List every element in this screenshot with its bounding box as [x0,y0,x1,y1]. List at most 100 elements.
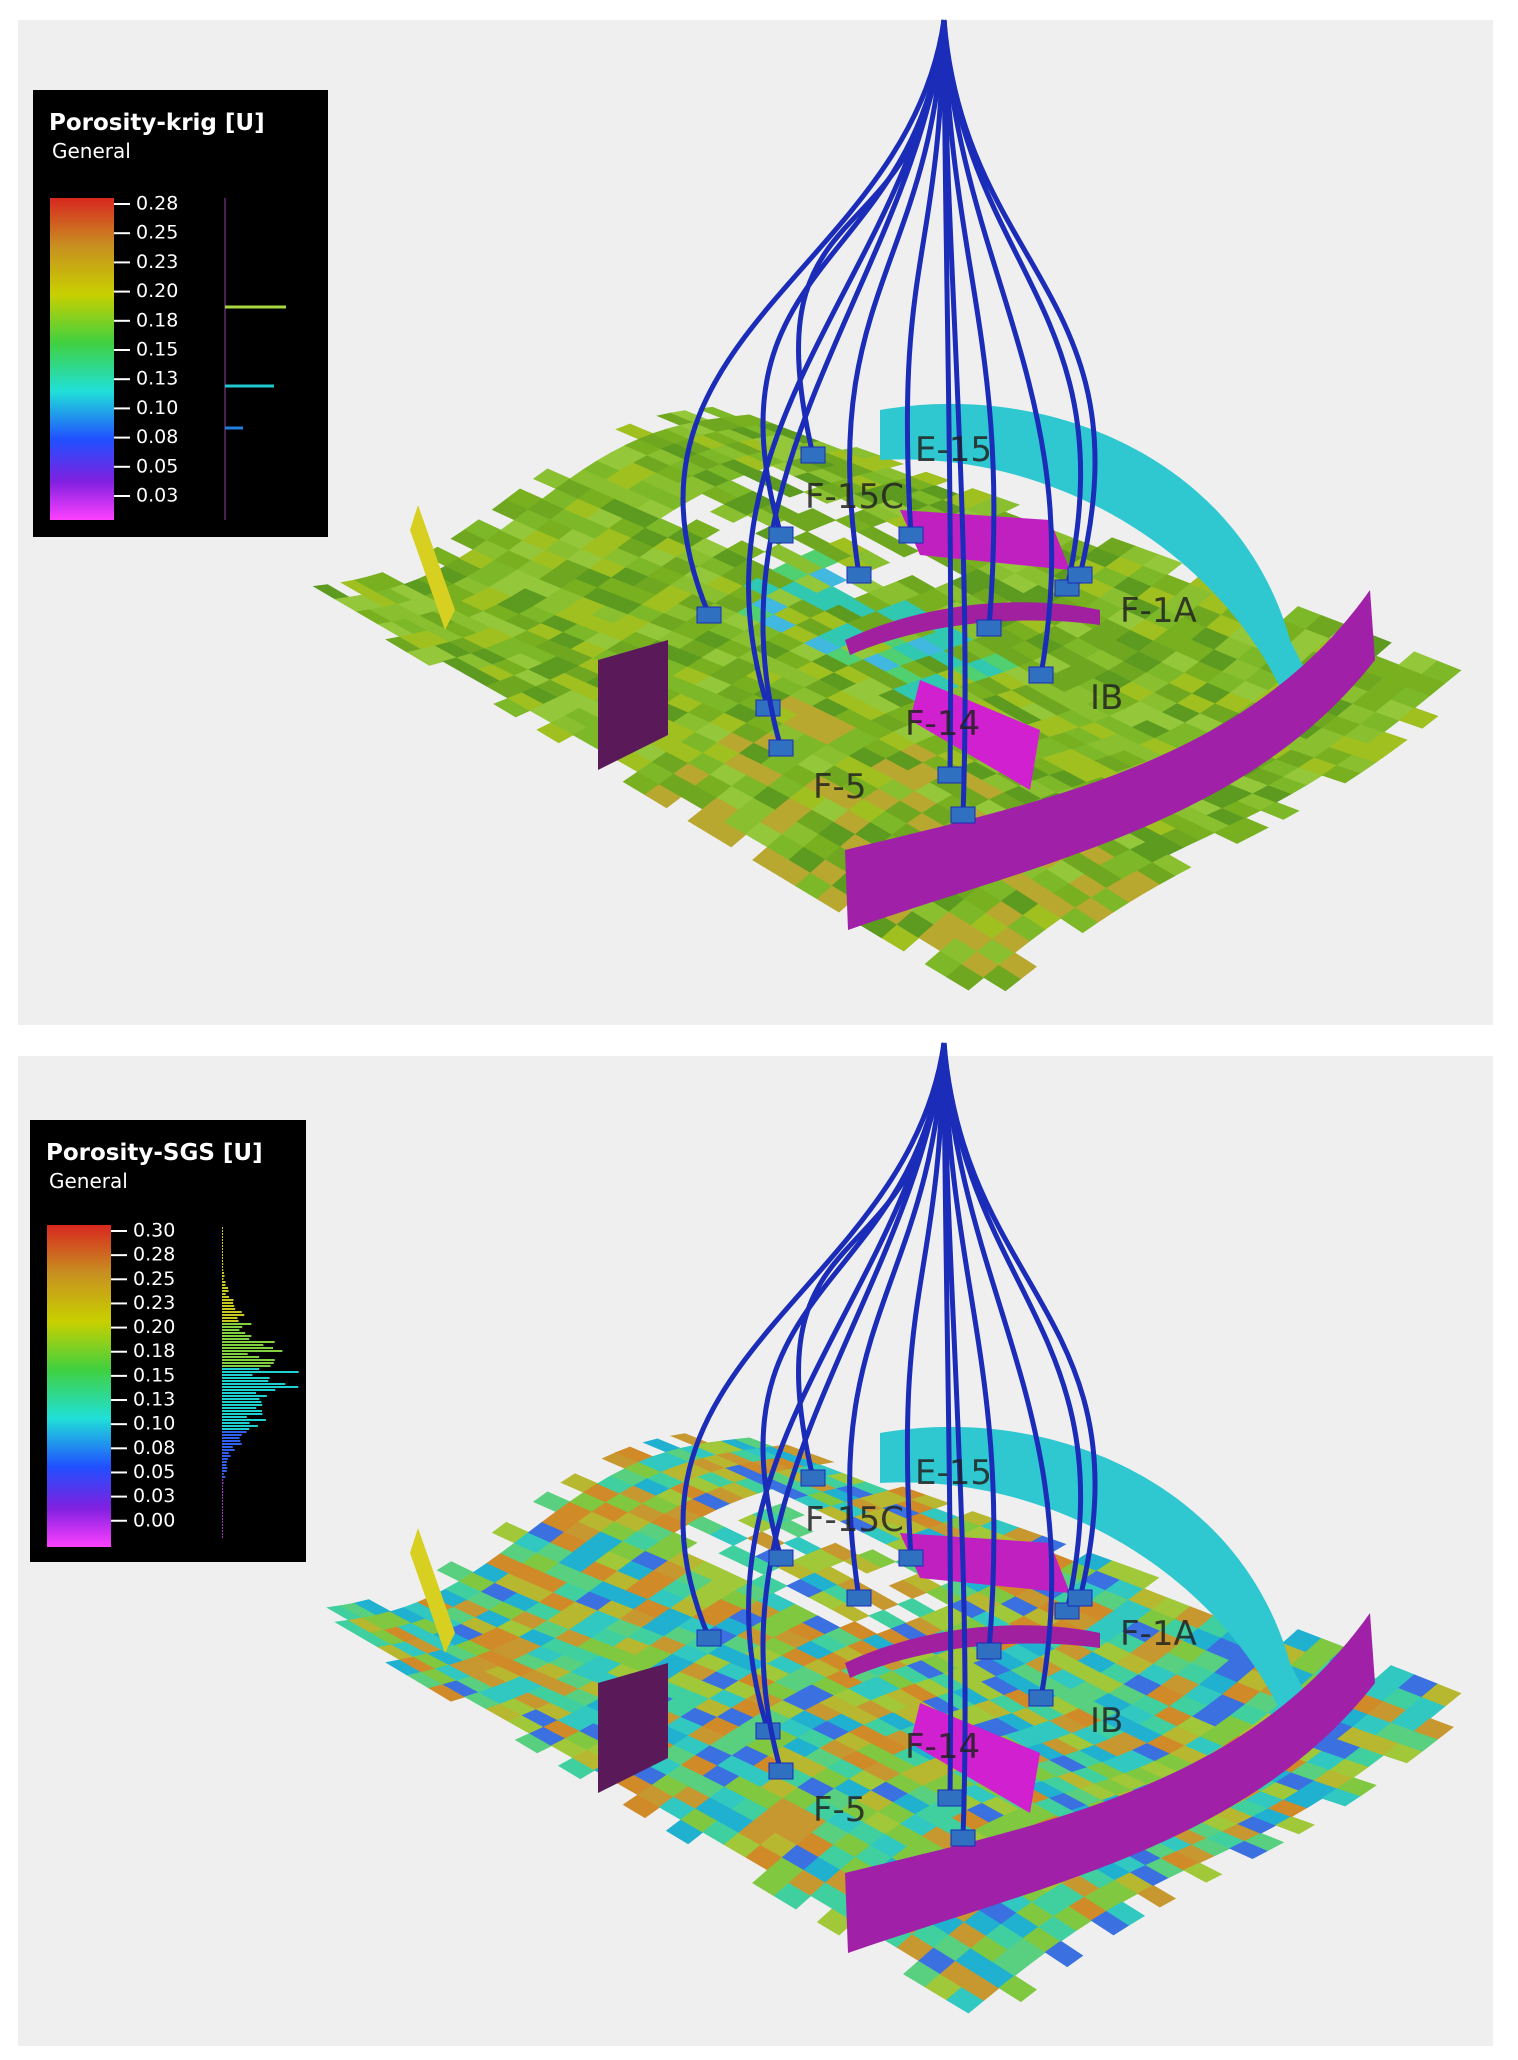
well-trajectory [941,1042,1098,1599]
legend-subtitle: General [52,139,131,163]
fault-plane [598,640,668,770]
legend: Porosity-SGS [U] General 0.300.280.250.2… [30,1120,306,1562]
well-trajectory [941,1042,1055,1699]
well-marker [950,1829,976,1847]
tick-label: 0.13 [133,1389,175,1411]
histogram [224,198,286,520]
tick-label: 0.00 [133,1509,175,1531]
well-marker [1028,666,1054,684]
well-trajectory [847,1042,947,1599]
well-trajectory [680,19,947,616]
surface-cell [1275,1816,1316,1835]
surface-cell [1152,854,1192,876]
surface-cell [1336,1777,1377,1797]
well-trajectory [941,1042,968,1839]
legend: Porosity-krig [U] General 0.28 0.25 0.23 0.… [33,90,328,537]
surface-cell [1119,1568,1160,1590]
well-marker [800,446,826,464]
well-label: E-15 [915,1453,992,1493]
tick-label: 0.05 [136,455,178,477]
well-labels: F-15C E-15 F-1A IB F-14 F-5 [805,430,1197,807]
surface-cell [774,1519,814,1538]
well-label: IB [1090,1701,1123,1741]
histogram [222,1227,299,1538]
well-label: IB [1090,678,1123,718]
fault-plane [845,590,1375,930]
wells [680,1042,1098,1847]
surface-cell [1421,660,1462,684]
well-trajectory [847,19,947,576]
surface-cell [864,455,905,469]
tick-label: 0.10 [136,397,178,419]
surface [326,1433,1462,2014]
well-marker [1067,1589,1093,1607]
surface-cell [998,952,1038,980]
well-marker [800,1469,826,1487]
surface-cell [1413,1717,1454,1740]
well-trajectory [904,19,947,536]
well-marker [976,1642,1002,1660]
tick-label: 0.28 [133,1244,175,1266]
well-label: F-5 [813,767,866,807]
tick-label: 0.25 [136,222,178,244]
well-labels: F-15C E-15 F-1A IB F-14 F-5 [805,1453,1197,1830]
tick-label: 0.20 [136,280,178,302]
well-trajectory [796,1042,947,1479]
fault-plane [845,602,1100,655]
well-marker [898,526,924,544]
well-trajectory [796,19,947,456]
well-marker [950,806,976,824]
surface-cell [659,1532,698,1552]
well-trajectory [941,19,1055,676]
well-marker [1054,579,1080,597]
tick-label: 0.18 [133,1340,175,1362]
well-marker [846,1589,872,1607]
well-trajectory [941,19,997,629]
wells [680,19,1098,824]
tick-label: 0.15 [136,339,178,361]
surface-cell [1244,1832,1285,1851]
well-marker [937,766,963,784]
well-marker [976,619,1002,637]
surface-cell [1229,817,1269,836]
tick-label: 0.10 [133,1413,175,1435]
surface-cell [1106,1901,1146,1926]
well-marker [696,1629,722,1647]
surface-cell [980,496,1021,513]
well-marker [1054,1602,1080,1620]
surface-cell [851,549,891,569]
surface-cell [1398,707,1439,729]
fault-plane [910,680,1040,790]
legend-subtitle: General [49,1169,128,1193]
well-marker [846,566,872,584]
tick-label: 0.23 [136,251,178,273]
tick-label: 0.03 [133,1485,175,1507]
legend-title: Porosity-krig [U] [49,110,265,136]
well-label: F-15C [805,477,904,517]
tick-label: 0.23 [133,1292,175,1314]
surface-cell [998,1975,1038,2003]
well-trajectory [941,1042,997,1652]
surface-cell [1044,1940,1084,1968]
well-marker [768,526,794,544]
well-label: F-5 [813,1790,866,1830]
well-trajectory [941,19,1098,576]
well-label: F-15C [805,1500,904,1540]
tick-label: 0.18 [136,309,178,331]
surface-cell [1421,1683,1462,1707]
surface-cell [681,519,721,539]
well-label: F-1A [1120,591,1197,631]
well-label: F-14 [905,704,980,744]
well-trajectory [680,1042,947,1639]
color-bar [47,1225,111,1547]
faults [410,403,1375,930]
color-bar [50,198,114,520]
well-label: E-15 [915,430,992,470]
fault-plane [410,505,455,630]
tick-label: 0.20 [133,1316,175,1338]
tick-label: 0.13 [136,368,178,390]
well-trajectory [941,19,968,816]
fault-plane [900,510,1070,570]
well-label: F-1A [1120,1614,1197,1654]
